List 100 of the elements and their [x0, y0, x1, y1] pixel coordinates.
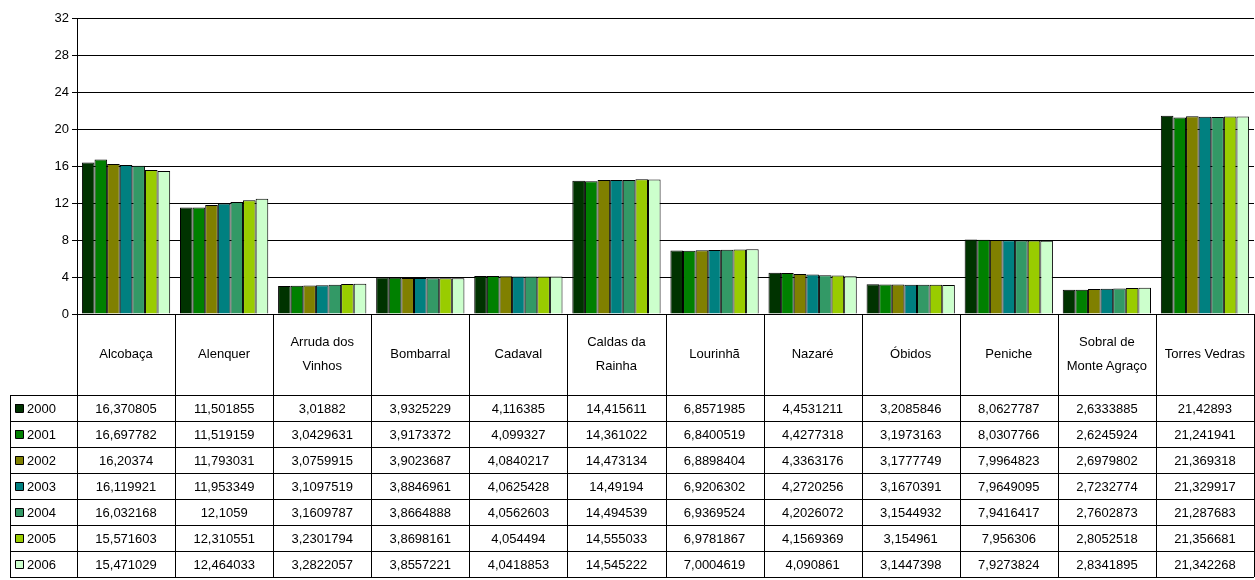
data-label: 3,2822057: [291, 556, 353, 572]
data-label: 11,953349: [193, 478, 255, 494]
data-label: 3,154961: [883, 530, 938, 546]
data-label: 3,1777749: [879, 452, 942, 468]
data-label: 4,1569369: [781, 530, 844, 546]
x-tick-label: Cadaval: [494, 346, 543, 362]
data-label: 6,8400519: [683, 426, 746, 442]
data-label: 3,2301794: [291, 530, 353, 546]
data-label: 7,956306: [981, 530, 1036, 546]
data-label: 3,1447398: [879, 556, 942, 572]
data-label: 12,464033: [193, 556, 255, 572]
data-label: 7,9273824: [978, 556, 1040, 572]
data-label: 21,342268: [1174, 556, 1236, 572]
data-label: 21,356681: [1174, 530, 1236, 546]
x-tick-label: Sobral de Monte Agraço: [1066, 334, 1147, 374]
data-label: 6,8571985: [683, 400, 746, 416]
data-label: 2,6979802: [1076, 452, 1138, 468]
x-tick-label: Alenquer: [198, 346, 251, 362]
data-label: 4,0840217: [487, 452, 550, 468]
data-label: 21,287683: [1174, 504, 1236, 520]
data-label: 3,1973163: [879, 426, 942, 442]
data-label: 6,8898404: [683, 452, 746, 468]
data-label: 3,1544932: [879, 504, 942, 520]
x-tick-label: Nazaré: [791, 346, 834, 362]
data-label: 12,310551: [193, 530, 255, 546]
data-label: 3,8698161: [389, 530, 452, 546]
y-tick-label: 16: [54, 157, 69, 173]
data-label: 3,1609787: [291, 504, 353, 520]
y-tick-label: 4: [61, 268, 69, 284]
legend-label: 2000: [27, 400, 56, 416]
legend-label: 2004: [27, 504, 56, 520]
y-tick-label: 32: [54, 9, 69, 25]
data-label: 15,471029: [95, 556, 157, 572]
y-tick-label: 20: [54, 120, 69, 136]
data-label: 3,0759915: [291, 452, 353, 468]
y-tick-label: 8: [61, 231, 69, 247]
data-label: 6,9369524: [683, 504, 746, 520]
x-tick-label: Caldas da Rainha: [587, 334, 647, 374]
data-label: 2,8341895: [1076, 556, 1138, 572]
x-tick-label: Peniche: [985, 346, 1033, 362]
data-label: 4,4531211: [782, 400, 843, 416]
legend-label: 2001: [27, 426, 56, 442]
data-label: 7,0004619: [683, 556, 746, 572]
x-tick-label: Alcobaça: [99, 346, 154, 362]
data-label: 2,6245924: [1076, 426, 1138, 442]
data-label: 4,116385: [491, 400, 546, 416]
data-label: 4,0562603: [487, 504, 550, 520]
data-label: 11,501855: [193, 400, 255, 416]
data-label: 21,329917: [1174, 478, 1236, 494]
data-label: 3,9173372: [389, 426, 452, 442]
data-label: 16,119921: [95, 478, 157, 494]
data-label: 2,7232774: [1076, 478, 1138, 494]
legend-label: 2002: [27, 452, 56, 468]
data-label: 12,1059: [200, 504, 248, 520]
data-label: 21,369318: [1174, 452, 1236, 468]
data-label: 3,9023687: [389, 452, 452, 468]
data-label: 3,8557221: [389, 556, 452, 572]
x-tick-label: Bombarral: [390, 346, 451, 362]
data-label: 2,8052518: [1076, 530, 1138, 546]
legend-label: 2005: [27, 530, 56, 546]
data-label: 14,545222: [585, 556, 648, 572]
data-label: 11,519159: [193, 426, 255, 442]
data-label: 16,20374: [98, 452, 154, 468]
data-label: 3,8846961: [389, 478, 452, 494]
data-label: 3,8664888: [389, 504, 452, 520]
data-label: 8,0627787: [978, 400, 1040, 416]
data-label: 14,49194: [589, 478, 644, 494]
data-label: 3,2085846: [879, 400, 942, 416]
legend-label: 2003: [27, 478, 56, 494]
data-label: 3,9325229: [389, 400, 452, 416]
data-label: 14,361022: [585, 426, 648, 442]
data-label: 11,793031: [193, 452, 255, 468]
data-label: 2,7602873: [1076, 504, 1138, 520]
data-label: 4,4277318: [781, 426, 844, 442]
data-label: 4,090861: [785, 556, 840, 572]
data-label: 3,1097519: [291, 478, 353, 494]
data-label: 15,571603: [95, 530, 157, 546]
data-label: 4,099327: [491, 426, 546, 442]
data-label: 4,2720256: [781, 478, 844, 494]
data-label: 3,0429631: [291, 426, 353, 442]
x-tick-label: Arruda dos Vinhos: [290, 334, 355, 374]
data-label: 14,555033: [585, 530, 648, 546]
data-label: 6,9781867: [683, 530, 746, 546]
data-label: 2,6333885: [1076, 400, 1138, 416]
data-label: 21,241941: [1174, 426, 1236, 442]
y-tick-label: 12: [54, 194, 69, 210]
y-tick-label: 24: [54, 83, 69, 99]
data-label: 4,3363176: [781, 452, 844, 468]
y-tick-label: 0: [61, 305, 69, 321]
x-tick-label: Lourinhã: [689, 346, 741, 362]
data-label: 7,9964823: [978, 452, 1040, 468]
x-tick-label: Óbidos: [890, 346, 932, 362]
data-label: 16,032168: [95, 504, 157, 520]
data-label: 3,01882: [298, 400, 346, 416]
data-label: 21,42893: [1177, 400, 1233, 416]
legend-label: 2006: [27, 556, 56, 572]
data-label: 16,370805: [95, 400, 157, 416]
data-label: 3,1670391: [879, 478, 942, 494]
data-label: 4,0418853: [487, 556, 550, 572]
data-label: 6,9206302: [683, 478, 746, 494]
